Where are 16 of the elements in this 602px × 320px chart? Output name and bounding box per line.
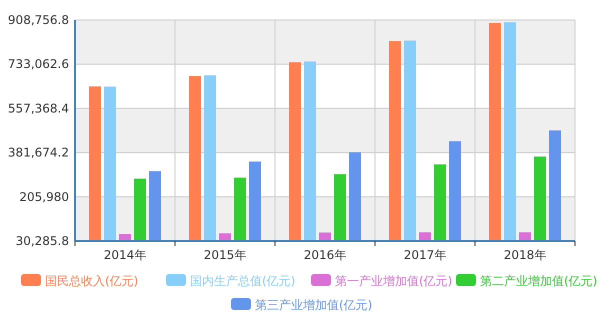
y-tick-label: 205,980 <box>19 190 69 204</box>
y-tick-label: 381,674.2 <box>8 146 69 160</box>
legend-label: 国民总收入(亿元) <box>45 274 138 288</box>
x-tick-label: 2017年 <box>404 248 446 262</box>
x-tick-label: 2018年 <box>504 248 546 262</box>
y-tick-label: 30,285.8 <box>16 234 69 248</box>
x-tick-label: 2015年 <box>204 248 246 262</box>
legend-label: 第三产业增加值(亿元) <box>255 298 372 312</box>
legend-label: 第二产业增加值(亿元) <box>480 274 598 288</box>
y-tick-label: 908,756.8 <box>8 13 69 27</box>
legend-label: 第一产业增加值(亿元) <box>335 274 452 288</box>
x-tick-label: 2014年 <box>104 248 146 262</box>
x-tick-label: 2016年 <box>304 248 346 262</box>
y-tick-label: 733,062.6 <box>8 57 69 72</box>
y-tick-label: 557,368.4 <box>8 101 69 116</box>
legend-label: 国内生产总值(亿元) <box>190 274 296 288</box>
